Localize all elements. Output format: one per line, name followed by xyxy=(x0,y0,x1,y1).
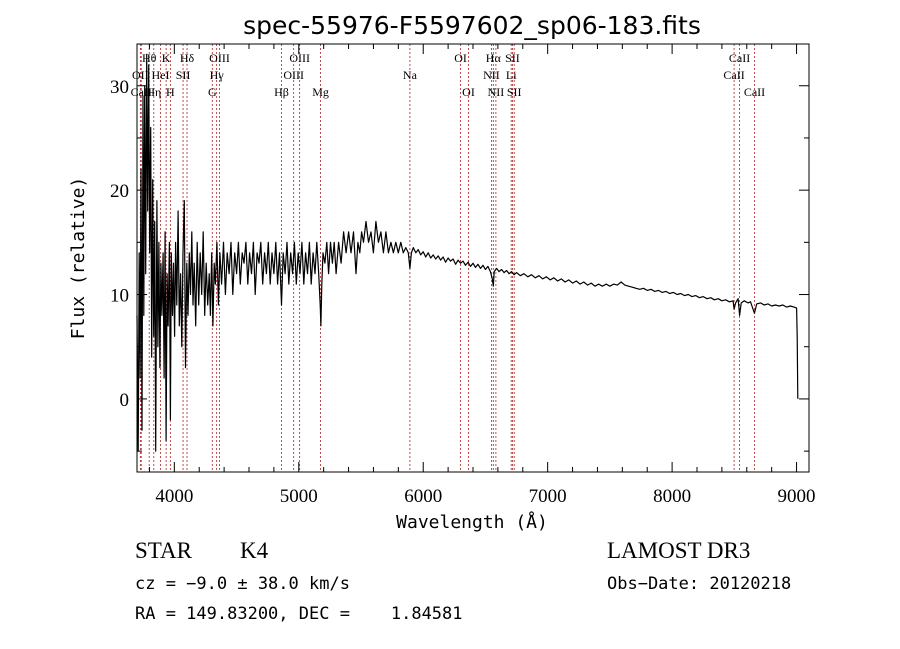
x-tick-label: 5000 xyxy=(280,486,318,507)
axis-tick-labels: 4000 5000 6000 7000 8000 9000 0 10 20 30 xyxy=(110,77,816,507)
object-class: STAR xyxy=(135,538,192,563)
spectral-line-label: Na xyxy=(403,68,418,82)
spectral-line-label: OIII xyxy=(289,51,310,65)
spectral-line-label: Hθ xyxy=(142,51,157,65)
spectral-line-label: G xyxy=(208,85,217,99)
x-axis-label: Wavelength (Å) xyxy=(396,511,548,533)
spectral-line-label: Hδ xyxy=(180,51,195,65)
x-tick-label: 6000 xyxy=(404,486,442,507)
spectral-line-label: Hβ xyxy=(274,85,289,99)
y-tick-label: 10 xyxy=(110,286,129,307)
y-tick-label: 30 xyxy=(110,77,129,98)
spectral-line-label: HeI xyxy=(152,68,170,82)
survey-name: LAMOST DR3 xyxy=(607,538,751,563)
spectral-line-label: NII xyxy=(488,85,505,99)
spectral-line-label: NII xyxy=(483,68,500,82)
spectral-line-label: OI xyxy=(462,85,475,99)
x-tick-label: 7000 xyxy=(529,486,567,507)
spectral-line-label: CaII xyxy=(729,51,750,65)
spectral-line-label: CaII xyxy=(744,85,765,99)
spectral-line-label: Hα xyxy=(486,51,502,65)
spectral-line-label: OI xyxy=(454,51,467,65)
x-tick-label: 9000 xyxy=(778,486,816,507)
spectral-line-label: SII xyxy=(507,85,522,99)
y-axis-label: Flux (relative) xyxy=(68,177,89,340)
spectral-line-label: SII xyxy=(505,51,520,65)
spectral-line-label: OIII xyxy=(283,68,304,82)
chart-title: spec-55976-F5597602_sp06-183.fits xyxy=(243,11,701,40)
obs-date: Obs−Date: 20120218 xyxy=(607,574,792,594)
spectral-line-label: SII xyxy=(176,68,191,82)
object-subclass: K4 xyxy=(240,538,269,563)
spectral-line-label: H xyxy=(166,85,175,99)
ra-dec-coordinates: RA = 149.83200, DEC = 1.84581 xyxy=(135,604,463,624)
x-tick-label: 8000 xyxy=(653,486,691,507)
spectral-line-label: Hη xyxy=(146,85,161,99)
x-tick-label: 4000 xyxy=(155,486,193,507)
redshift-cz: cz = −9.0 ± 38.0 km/s xyxy=(135,574,350,594)
y-tick-label: 20 xyxy=(110,181,129,202)
y-tick-label: 0 xyxy=(120,390,130,411)
flux-series-line xyxy=(136,53,799,452)
spectral-line-label: Mg xyxy=(312,85,329,99)
spectral-line-label: Hγ xyxy=(210,68,225,82)
spectral-line-label: CaII xyxy=(723,68,744,82)
spectral-line-label: OIII xyxy=(209,51,230,65)
spectral-line-label: OII xyxy=(132,68,149,82)
axis-ticks xyxy=(137,44,809,472)
spectral-line-label: K xyxy=(162,51,171,65)
spectral-line-label: Li xyxy=(506,68,517,82)
